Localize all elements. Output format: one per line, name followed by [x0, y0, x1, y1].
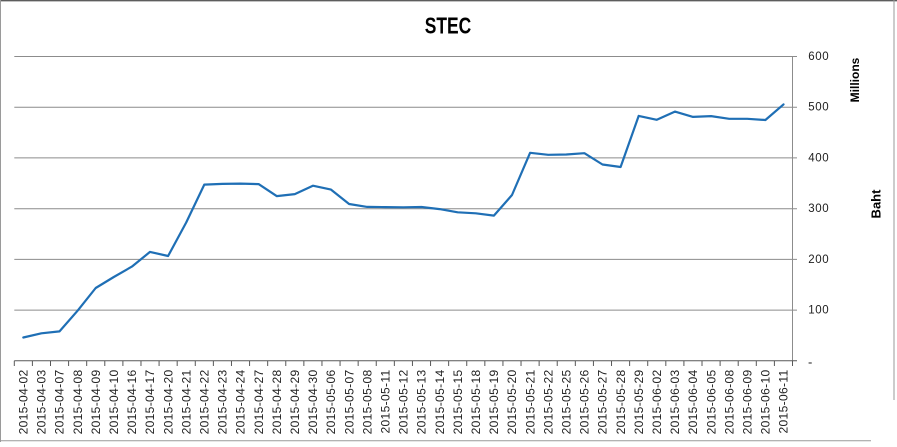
svg-text:2015-04-10: 2015-04-10	[107, 370, 121, 435]
svg-text:400: 400	[808, 152, 829, 164]
svg-text:2015-04-09: 2015-04-09	[89, 370, 103, 435]
svg-text:2015-05-18: 2015-05-18	[469, 370, 483, 435]
svg-text:2015-05-15: 2015-05-15	[451, 370, 465, 435]
svg-text:2015-05-27: 2015-05-27	[596, 370, 610, 435]
svg-text:2015-05-14: 2015-05-14	[433, 370, 447, 435]
svg-text:Millions: Millions	[848, 57, 862, 102]
svg-text:Baht: Baht	[869, 189, 884, 219]
svg-text:2015-05-28: 2015-05-28	[614, 370, 628, 435]
svg-text:200: 200	[808, 254, 829, 266]
svg-text:2015-04-16: 2015-04-16	[125, 370, 139, 435]
svg-text:2015-06-05: 2015-06-05	[704, 370, 718, 435]
svg-text:2015-06-08: 2015-06-08	[722, 370, 736, 435]
svg-text:2015-05-22: 2015-05-22	[541, 370, 555, 435]
svg-text:600: 600	[808, 51, 829, 63]
svg-text:2015-04-23: 2015-04-23	[216, 370, 230, 435]
svg-text:2015-05-11: 2015-05-11	[379, 370, 393, 434]
svg-text:2015-06-11: 2015-06-11	[777, 370, 791, 434]
svg-text:2015-04-08: 2015-04-08	[71, 370, 85, 435]
svg-text:STEC: STEC	[425, 13, 472, 39]
svg-text:2015-05-29: 2015-05-29	[632, 370, 646, 435]
svg-text:2015-06-09: 2015-06-09	[741, 370, 755, 435]
svg-text:500: 500	[808, 102, 829, 114]
svg-text:2015-04-07: 2015-04-07	[53, 370, 67, 435]
svg-text:2015-04-20: 2015-04-20	[161, 370, 175, 435]
svg-text:2015-05-07: 2015-05-07	[342, 370, 356, 435]
svg-text:2015-05-13: 2015-05-13	[415, 370, 429, 435]
svg-text:2015-04-28: 2015-04-28	[270, 370, 284, 435]
svg-text:300: 300	[808, 203, 829, 215]
svg-text:2015-04-27: 2015-04-27	[252, 370, 266, 435]
svg-text:2015-04-03: 2015-04-03	[35, 370, 49, 435]
svg-text:2015-04-29: 2015-04-29	[288, 370, 302, 435]
svg-text:2015-05-26: 2015-05-26	[578, 370, 592, 435]
svg-text:2015-05-21: 2015-05-21	[523, 370, 537, 435]
svg-text:2015-05-20: 2015-05-20	[505, 370, 519, 435]
svg-text:2015-04-22: 2015-04-22	[198, 370, 212, 435]
svg-text:2015-06-10: 2015-06-10	[759, 370, 773, 435]
svg-text:2015-04-17: 2015-04-17	[143, 370, 157, 435]
svg-text:2015-06-02: 2015-06-02	[650, 370, 664, 435]
svg-text:2015-04-21: 2015-04-21	[179, 370, 193, 435]
svg-text:-: -	[808, 354, 812, 369]
svg-text:2015-04-02: 2015-04-02	[17, 370, 31, 435]
svg-text:2015-04-30: 2015-04-30	[306, 370, 320, 435]
svg-text:2015-05-06: 2015-05-06	[324, 370, 338, 435]
svg-text:2015-04-24: 2015-04-24	[234, 370, 248, 435]
svg-text:2015-06-03: 2015-06-03	[668, 370, 682, 435]
svg-text:2015-06-04: 2015-06-04	[686, 370, 700, 435]
svg-text:2015-05-08: 2015-05-08	[360, 370, 374, 435]
svg-text:2015-05-12: 2015-05-12	[397, 370, 411, 435]
svg-text:2015-05-19: 2015-05-19	[487, 370, 501, 435]
svg-text:100: 100	[808, 305, 829, 317]
svg-text:2015-05-25: 2015-05-25	[560, 370, 574, 435]
